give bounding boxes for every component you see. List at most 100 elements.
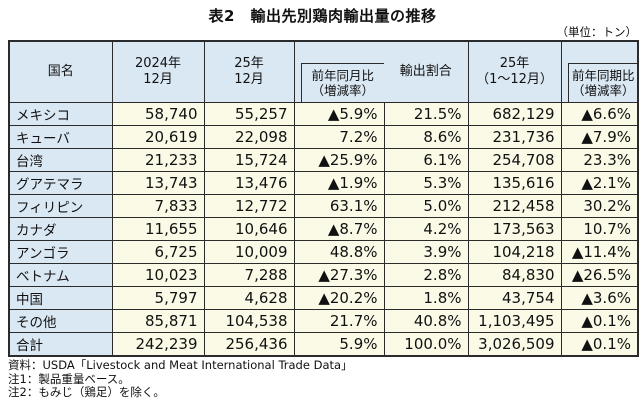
- table-title: 表2 輸出先別鶏肉輸出量の推移: [208, 7, 437, 25]
- value-cell: 63.1%: [293, 194, 385, 218]
- value-cell: 7,288: [203, 263, 295, 287]
- value-cell: 13,743: [111, 171, 205, 195]
- header-yoy-month-line2: （増減率）: [311, 83, 374, 98]
- value-cell: 3.9%: [383, 240, 469, 264]
- value-cell: ▲7.9%: [560, 125, 639, 149]
- note-1: 注1：製品重量ベース。: [8, 371, 130, 386]
- value-cell: ▲3.6%: [560, 286, 639, 310]
- value-cell: 13,476: [203, 171, 295, 195]
- header-dec-2025-line2: 12月: [234, 72, 264, 87]
- value-cell: 55,257: [203, 102, 295, 126]
- table-row-cuba: キューバ 20,619 22,098 7.2% 8.6% 231,736 ▲7.…: [8, 125, 639, 149]
- header-dec-2025-line1: 25年: [234, 56, 264, 71]
- value-cell: ▲27.3%: [293, 263, 385, 287]
- value-cell: 1.8%: [383, 286, 469, 310]
- country-cell: その他: [8, 309, 113, 333]
- value-cell: ▲0.1%: [560, 309, 639, 333]
- value-cell: 4.2%: [383, 217, 469, 241]
- header-year-2025-line2: （1～12月）: [476, 72, 553, 87]
- value-cell: 104,538: [203, 309, 295, 333]
- table-row-vietnam: ベトナム 10,023 7,288 ▲27.3% 2.8% 84,830 ▲26…: [8, 263, 639, 287]
- value-cell: 242,239: [111, 332, 205, 357]
- header-export-share-label: 輸出割合: [399, 64, 452, 79]
- footnotes: 資料：USDA「Livestock and Meat International…: [8, 358, 353, 400]
- value-cell: 100.0%: [383, 332, 469, 357]
- value-cell: 682,129: [467, 102, 562, 126]
- table-row-canada: カナダ 11,655 10,646 ▲8.7% 4.2% 173,563 10.…: [8, 217, 639, 241]
- export-volume-table: 国名 2024年 12月 25年 12月 前年同月比 （増減率） 輸出割合 25…: [8, 40, 639, 357]
- table-row-taiwan: 台湾 21,233 15,724 ▲25.9% 6.1% 254,708 23.…: [8, 148, 639, 172]
- country-cell: フィリピン: [8, 194, 113, 218]
- value-cell: 5.3%: [383, 171, 469, 195]
- value-cell: ▲1.9%: [293, 171, 385, 195]
- country-cell: キューバ: [8, 125, 113, 149]
- value-cell: 15,724: [203, 148, 295, 172]
- country-cell: アンゴラ: [8, 240, 113, 264]
- country-cell: メキシコ: [8, 102, 113, 126]
- value-cell: 135,616: [467, 171, 562, 195]
- value-cell: 21,233: [111, 148, 205, 172]
- value-cell: 7,833: [111, 194, 205, 218]
- value-cell: ▲6.6%: [560, 102, 639, 126]
- country-cell: カナダ: [8, 217, 113, 241]
- note-2: 注2：もみじ（鶏足）を除く。: [8, 385, 165, 399]
- value-cell: 6,725: [111, 240, 205, 264]
- table-row-china: 中国 5,797 4,628 ▲20.2% 1.8% 43,754 ▲3.6%: [8, 286, 639, 310]
- value-cell: 23.3%: [560, 148, 639, 172]
- value-cell: 104,218: [467, 240, 562, 264]
- value-cell: 20,619: [111, 125, 205, 149]
- value-cell: 10,646: [203, 217, 295, 241]
- header-yoy-period-line2: （増減率）: [571, 83, 635, 98]
- value-cell: 7.2%: [293, 125, 385, 149]
- country-cell: グアテマラ: [8, 171, 113, 195]
- value-cell: ▲8.7%: [293, 217, 385, 241]
- value-cell: 4,628: [203, 286, 295, 310]
- header-year-2025-line1: 25年: [499, 56, 530, 71]
- header-row: 国名 2024年 12月 25年 12月 前年同月比 （増減率） 輸出割合 25…: [8, 40, 639, 103]
- header-dec-2024-line2: 12月: [143, 72, 173, 87]
- value-cell: 58,740: [111, 102, 205, 126]
- table-row-angola: アンゴラ 6,725 10,009 48.8% 3.9% 104,218 ▲11…: [8, 240, 639, 264]
- value-cell: ▲20.2%: [293, 286, 385, 310]
- value-cell: ▲5.9%: [293, 102, 385, 126]
- unit-label: （単位：トン）: [556, 25, 638, 39]
- table-row-mexico: メキシコ 58,740 55,257 ▲5.9% 21.5% 682,129 ▲…: [8, 102, 639, 126]
- header-dec-2025: 25年 12月: [203, 40, 295, 103]
- value-cell: 1,103,495: [467, 309, 562, 333]
- value-cell: 21.7%: [293, 309, 385, 333]
- value-cell: 5.9%: [293, 332, 385, 357]
- header-country-label: 国名: [47, 64, 74, 79]
- header-yoy-month-box: 前年同月比 （増減率）: [300, 63, 384, 102]
- table-row-guatemala: グアテマラ 13,743 13,476 ▲1.9% 5.3% 135,616 ▲…: [8, 171, 639, 195]
- header-yoy-month-line1: 前年同月比: [311, 68, 374, 83]
- value-cell: 5,797: [111, 286, 205, 310]
- table-row-philippines: フィリピン 7,833 12,772 63.1% 5.0% 212,458 30…: [8, 194, 639, 218]
- value-cell: ▲25.9%: [293, 148, 385, 172]
- source-note: 資料：USDA「Livestock and Meat International…: [8, 358, 353, 372]
- value-cell: ▲0.1%: [560, 332, 639, 357]
- header-dec-2024: 2024年 12月: [111, 40, 205, 103]
- value-cell: ▲11.4%: [560, 240, 639, 264]
- header-yoy-month: 前年同月比 （増減率）: [293, 40, 384, 103]
- header-yoy-period-box: 前年同期比 （増減率）: [567, 63, 637, 102]
- table-row-total: 合計 242,239 256,436 5.9% 100.0% 3,026,509…: [8, 332, 639, 357]
- country-cell: 台湾: [8, 148, 113, 172]
- table-row-others: その他 85,871 104,538 21.7% 40.8% 1,103,495…: [8, 309, 639, 333]
- value-cell: 12,772: [203, 194, 295, 218]
- value-cell: 2.8%: [383, 263, 469, 287]
- value-cell: 43,754: [467, 286, 562, 310]
- value-cell: ▲26.5%: [560, 263, 639, 287]
- header-yoy-period: 前年同期比 （増減率）: [560, 40, 639, 103]
- value-cell: 40.8%: [383, 309, 469, 333]
- header-yoy-period-line1: 前年同期比: [571, 68, 635, 83]
- value-cell: 48.8%: [293, 240, 385, 264]
- country-cell: 合計: [8, 332, 113, 357]
- value-cell: 3,026,509: [467, 332, 562, 357]
- value-cell: 8.6%: [383, 125, 469, 149]
- value-cell: 10,023: [111, 263, 205, 287]
- value-cell: 22,098: [203, 125, 295, 149]
- header-country: 国名: [8, 40, 113, 103]
- value-cell: 256,436: [203, 332, 295, 357]
- value-cell: 11,655: [111, 217, 205, 241]
- value-cell: 21.5%: [383, 102, 469, 126]
